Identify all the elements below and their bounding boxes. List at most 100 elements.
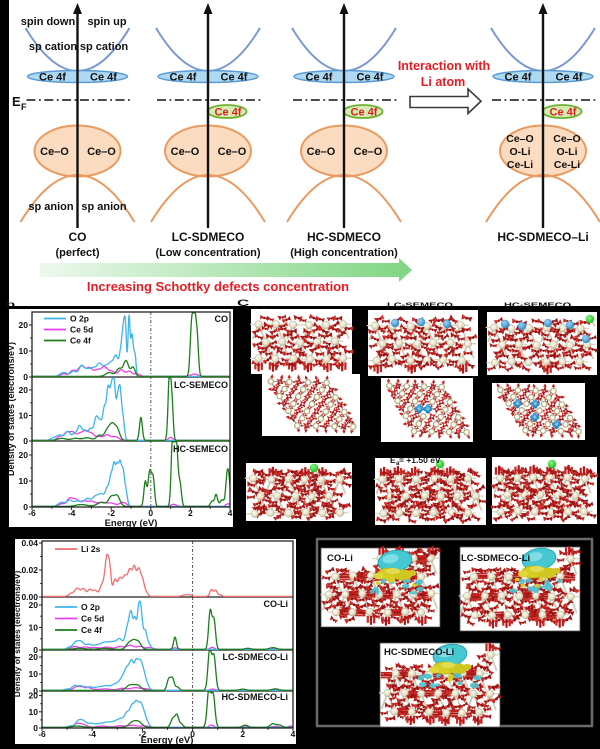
svg-text:Density of states (electrons/e: Density of states (electrons/eV) <box>12 571 22 698</box>
svg-text:sp anion: sp anion <box>81 201 127 213</box>
svg-text:20: 20 <box>29 691 39 701</box>
svg-text:0: 0 <box>33 686 38 696</box>
svg-text:spin up: spin up <box>87 16 126 28</box>
svg-text:HC-SDMECO: HC-SDMECO <box>307 230 381 244</box>
svg-text:Ce–O: Ce–O <box>354 146 383 158</box>
svg-text:-6: -6 <box>38 729 46 739</box>
svg-text:Ce 5d: Ce 5d <box>70 325 93 335</box>
svg-text:10: 10 <box>19 411 29 421</box>
svg-text:20: 20 <box>29 600 39 610</box>
svg-text:O 2p: O 2p <box>70 314 89 324</box>
svg-text:E: E <box>12 94 21 109</box>
svg-text:10: 10 <box>29 669 39 679</box>
svg-text:0: 0 <box>33 645 38 655</box>
svg-text:spin down: spin down <box>21 16 76 28</box>
svg-text:0.00: 0.00 <box>21 592 38 602</box>
svg-text:(High concentration): (High concentration) <box>290 247 398 259</box>
svg-text:10: 10 <box>29 623 39 633</box>
svg-text:Li 2s: Li 2s <box>81 544 101 554</box>
svg-text:HC-SEMECO: HC-SEMECO <box>504 301 571 308</box>
svg-text:C: C <box>237 298 249 308</box>
svg-text:0.02: 0.02 <box>21 565 38 575</box>
svg-text:Ce 4f: Ce 4f <box>215 107 242 119</box>
svg-text:O-Li: O-Li <box>557 146 578 158</box>
svg-text:(perfect): (perfect) <box>55 247 99 259</box>
svg-text:Ce-Li: Ce-Li <box>507 159 533 171</box>
svg-text:Ce 4f: Ce 4f <box>221 72 248 84</box>
svg-text:Interaction with: Interaction with <box>398 59 490 73</box>
svg-text:F: F <box>21 102 27 112</box>
svg-text:-2: -2 <box>139 729 147 739</box>
svg-text:Ce 4f: Ce 4f <box>70 336 91 346</box>
svg-text:sp anion: sp anion <box>28 201 74 213</box>
svg-text:Energy (eV): Energy (eV) <box>141 735 194 744</box>
svg-text:20: 20 <box>29 652 39 662</box>
svg-text:Ce 4f: Ce 4f <box>505 72 532 84</box>
svg-text:E: E <box>390 455 396 465</box>
svg-text:Ce–O: Ce–O <box>87 146 116 158</box>
svg-text:Ce–O: Ce–O <box>307 146 336 158</box>
svg-text:20: 20 <box>19 320 29 330</box>
svg-text:Ce 4f: Ce 4f <box>556 72 583 84</box>
svg-text:20: 20 <box>19 385 29 395</box>
svg-text:2: 2 <box>188 508 193 518</box>
svg-text:4: 4 <box>291 729 296 739</box>
svg-text:0: 0 <box>190 729 195 739</box>
svg-text:CO: CO <box>69 230 87 244</box>
svg-text:10: 10 <box>19 346 29 356</box>
svg-text:Ce 4f: Ce 4f <box>357 72 384 84</box>
svg-text:Ce–O: Ce–O <box>553 133 580 145</box>
svg-text:(Low concentration): (Low concentration) <box>155 247 260 259</box>
svg-text:HC-SDMECO–Li: HC-SDMECO–Li <box>497 230 588 244</box>
svg-text:Ce 4f: Ce 4f <box>550 107 577 119</box>
svg-text:Ce–O: Ce–O <box>40 146 69 158</box>
svg-text:CO-Li: CO-Li <box>327 553 353 564</box>
svg-text:0: 0 <box>148 508 153 518</box>
svg-text:LC-SEMECO: LC-SEMECO <box>174 380 228 390</box>
svg-text:-2: -2 <box>107 508 115 518</box>
svg-text:-6: -6 <box>28 508 36 518</box>
svg-text:LC-SEMECO: LC-SEMECO <box>387 301 453 308</box>
svg-text:Ce–O: Ce–O <box>506 133 533 145</box>
svg-text:Ce 4f: Ce 4f <box>306 72 333 84</box>
svg-text:LC-SDMECO: LC-SDMECO <box>172 230 245 244</box>
svg-text:0: 0 <box>23 502 28 512</box>
svg-text:HC-SDMECO-Li: HC-SDMECO-Li <box>384 647 454 658</box>
svg-text:a: a <box>396 461 400 467</box>
svg-text:Energy (eV): Energy (eV) <box>105 518 158 529</box>
svg-text:HC-SEMECO: HC-SEMECO <box>173 444 228 454</box>
svg-text:4: 4 <box>228 508 233 518</box>
svg-text:sp cation: sp cation <box>80 41 129 53</box>
svg-text:Ce 4f: Ce 4f <box>39 72 66 84</box>
svg-text:= +1.50 eV: = +1.50 eV <box>399 455 441 465</box>
svg-text:Ce 4f: Ce 4f <box>170 72 197 84</box>
svg-text:Density of states (electrons/e: Density of states (electrons/eV) <box>6 342 16 476</box>
svg-text:0: 0 <box>23 436 28 446</box>
svg-text:10: 10 <box>29 707 39 717</box>
svg-text:20: 20 <box>19 450 29 460</box>
svg-text:LC-SDMECO-Li: LC-SDMECO-Li <box>223 652 289 662</box>
svg-text:0: 0 <box>33 723 38 733</box>
svg-text:CO-Li: CO-Li <box>264 599 289 609</box>
svg-text:-4: -4 <box>88 729 96 739</box>
svg-text:Ce 4f: Ce 4f <box>351 107 378 119</box>
svg-text:LC-SDMECO-Li: LC-SDMECO-Li <box>461 553 530 564</box>
svg-text:Ce 4f: Ce 4f <box>81 625 102 635</box>
svg-text:Li atom: Li atom <box>421 75 465 89</box>
svg-text:CO: CO <box>215 314 229 324</box>
svg-text:O-Li: O-Li <box>510 146 531 158</box>
svg-text:10: 10 <box>19 476 29 486</box>
svg-text:Ce-Li: Ce-Li <box>554 159 580 171</box>
svg-text:b: b <box>6 300 15 310</box>
svg-text:Ce–O: Ce–O <box>218 146 247 158</box>
svg-text:0: 0 <box>23 372 28 382</box>
svg-text:O 2p: O 2p <box>81 602 100 612</box>
svg-text:Ce 5d: Ce 5d <box>81 614 104 624</box>
svg-text:-4: -4 <box>68 508 76 518</box>
svg-text:Increasing Schottky defects co: Increasing Schottky defects concentratio… <box>87 279 349 294</box>
svg-text:0.04: 0.04 <box>21 538 38 548</box>
svg-text:HC-SDMECO-Li: HC-SDMECO-Li <box>222 692 289 702</box>
svg-text:2: 2 <box>240 729 245 739</box>
svg-text:sp cation: sp cation <box>29 41 78 53</box>
svg-text:Ce–O: Ce–O <box>171 146 200 158</box>
